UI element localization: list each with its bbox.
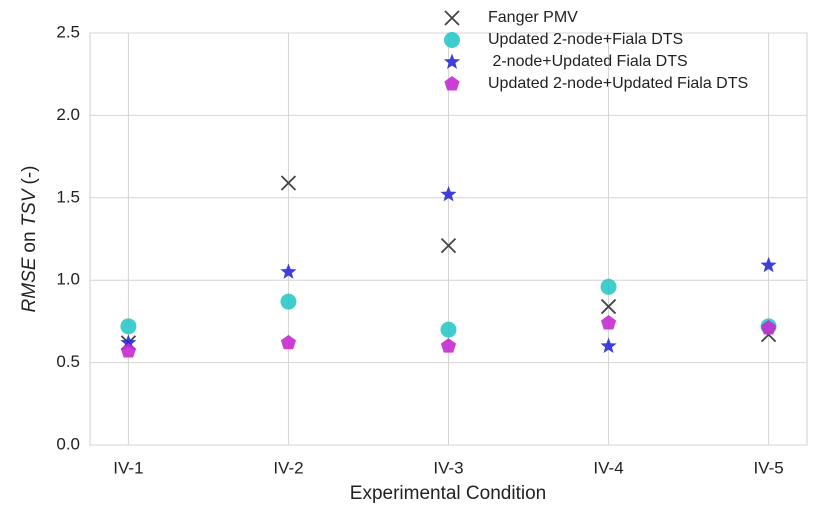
legend-marker — [444, 32, 460, 48]
data-point — [120, 318, 137, 335]
data-point — [280, 175, 297, 191]
y-tick-label: 0.0 — [56, 434, 80, 453]
data-point — [280, 263, 297, 279]
data-point — [280, 334, 297, 350]
x-tick-label: IV-5 — [753, 458, 783, 477]
x-tick-label: IV-3 — [433, 458, 463, 477]
data-point — [440, 321, 457, 338]
data-point — [440, 237, 457, 254]
x-axis-label: Experimental Condition — [350, 483, 546, 504]
x-tick-label: IV-1 — [113, 458, 143, 477]
legend-label: Updated 2-node+Updated Fiala DTS — [488, 75, 748, 92]
y-tick-label: 2.5 — [56, 22, 80, 41]
y-tick-label: 0.5 — [56, 352, 80, 371]
legend-label: Updated 2-node+Fiala DTS — [488, 31, 683, 48]
x-tick-label: IV-4 — [593, 458, 623, 477]
data-point — [600, 315, 617, 330]
data-point — [120, 343, 137, 358]
data-point — [600, 278, 617, 295]
legend-label: Fanger PMV — [488, 9, 578, 26]
y-tick-label: 1.5 — [56, 187, 80, 206]
data-point — [280, 293, 297, 310]
data-point — [600, 298, 617, 315]
data-point — [440, 186, 457, 202]
legend-marker — [444, 10, 460, 26]
data-point — [760, 256, 777, 273]
data-point — [760, 319, 777, 335]
y-label-part: on — [19, 231, 40, 252]
data-point — [600, 337, 617, 353]
x-tick-label: IV-2 — [273, 458, 303, 477]
data-point — [120, 334, 137, 350]
y-tick-label: 2.0 — [56, 105, 80, 124]
y-label-part: TSV — [19, 187, 40, 226]
legend-marker — [444, 76, 460, 91]
legend-marker — [443, 53, 461, 69]
y-axis-label: RMSE on TSV (-) — [19, 166, 40, 313]
y-label-part: (-) — [19, 166, 40, 185]
legend-label: 2-node+Updated Fiala DTS — [488, 53, 688, 70]
y-label-part: RMSE — [19, 257, 40, 312]
data-point — [440, 338, 457, 353]
y-tick-label: 1.0 — [56, 270, 80, 289]
